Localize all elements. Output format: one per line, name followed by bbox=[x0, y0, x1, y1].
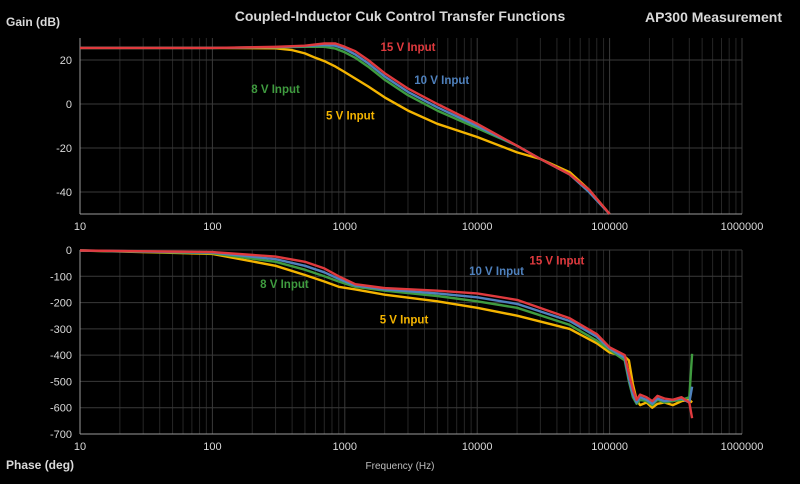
measurement-label: AP300 Measurement bbox=[645, 9, 782, 25]
x-axis-label: Frequency (Hz) bbox=[365, 461, 435, 472]
x-tick-label: 1000 bbox=[333, 441, 357, 453]
chart-title: Coupled-Inductor Cuk Control Transfer Fu… bbox=[234, 8, 566, 24]
x-tick-label: 100 bbox=[203, 221, 221, 233]
phase-axis-label: Phase (deg) bbox=[6, 458, 75, 472]
series-annotation: 15 V Input bbox=[380, 42, 435, 54]
series-annotation: 5 V Input bbox=[326, 110, 375, 122]
series-annotation: 8 V Input bbox=[251, 84, 300, 96]
gain-axis-label: Gain (dB) bbox=[6, 15, 60, 29]
y-tick-label: -200 bbox=[50, 298, 72, 310]
series-line-10-v-input bbox=[79, 249, 694, 405]
y-tick-label: -100 bbox=[50, 271, 72, 283]
series-annotation: 8 V Input bbox=[260, 279, 309, 291]
x-tick-label: 100000 bbox=[591, 221, 628, 233]
x-tick-label: 10 bbox=[74, 221, 86, 233]
x-tick-label: 1000 bbox=[333, 221, 357, 233]
y-tick-label: -500 bbox=[50, 376, 72, 388]
series-line-15-v-input bbox=[80, 42, 611, 215]
y-tick-label: 0 bbox=[66, 99, 72, 111]
series-annotation: 10 V Input bbox=[469, 266, 524, 278]
series-line-5-v-input bbox=[79, 249, 693, 409]
x-tick-label: 100 bbox=[203, 441, 221, 453]
y-tick-label: -40 bbox=[56, 187, 72, 199]
x-tick-label: 1000000 bbox=[721, 441, 764, 453]
series-annotation: 5 V Input bbox=[380, 315, 429, 327]
series-annotation: 15 V Input bbox=[529, 255, 584, 267]
y-tick-label: 0 bbox=[66, 245, 72, 257]
y-tick-label: -300 bbox=[50, 324, 72, 336]
y-tick-label: -20 bbox=[56, 143, 72, 155]
y-tick-label: -600 bbox=[50, 403, 72, 415]
y-tick-label: -400 bbox=[50, 350, 72, 362]
x-tick-label: 10000 bbox=[462, 441, 493, 453]
x-tick-label: 100000 bbox=[591, 441, 628, 453]
y-tick-label: 20 bbox=[60, 55, 72, 67]
x-tick-label: 1000000 bbox=[721, 221, 764, 233]
series-annotation: 10 V Input bbox=[414, 75, 469, 87]
x-tick-label: 10 bbox=[74, 441, 86, 453]
y-tick-label: -700 bbox=[50, 429, 72, 441]
x-tick-label: 10000 bbox=[462, 221, 493, 233]
chart-panel-gain: 20 0 -20 -40 10 100 1000 10000 100000 1000000 15 V… bbox=[56, 38, 763, 233]
series-line-15-v-input bbox=[79, 249, 694, 419]
